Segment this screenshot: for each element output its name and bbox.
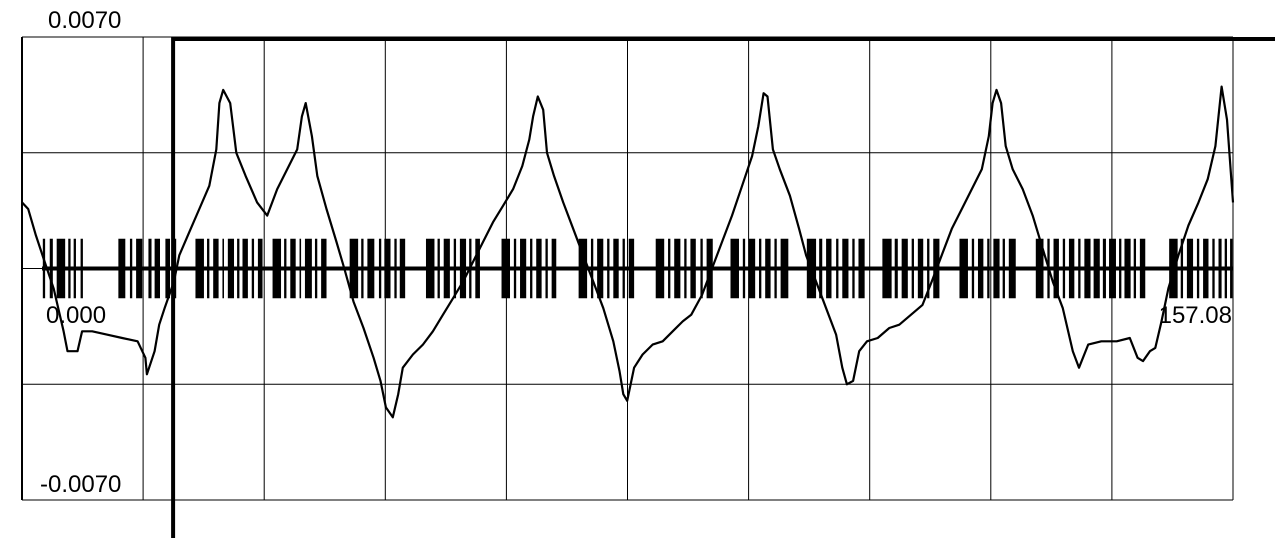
series-line: [21, 85, 1235, 419]
x-min-label: 0.000: [46, 302, 106, 329]
y-min-label: -0.0070: [40, 471, 121, 498]
y-max-label: 0.0070: [48, 7, 121, 34]
x-max-label: 157.08: [1159, 302, 1232, 329]
